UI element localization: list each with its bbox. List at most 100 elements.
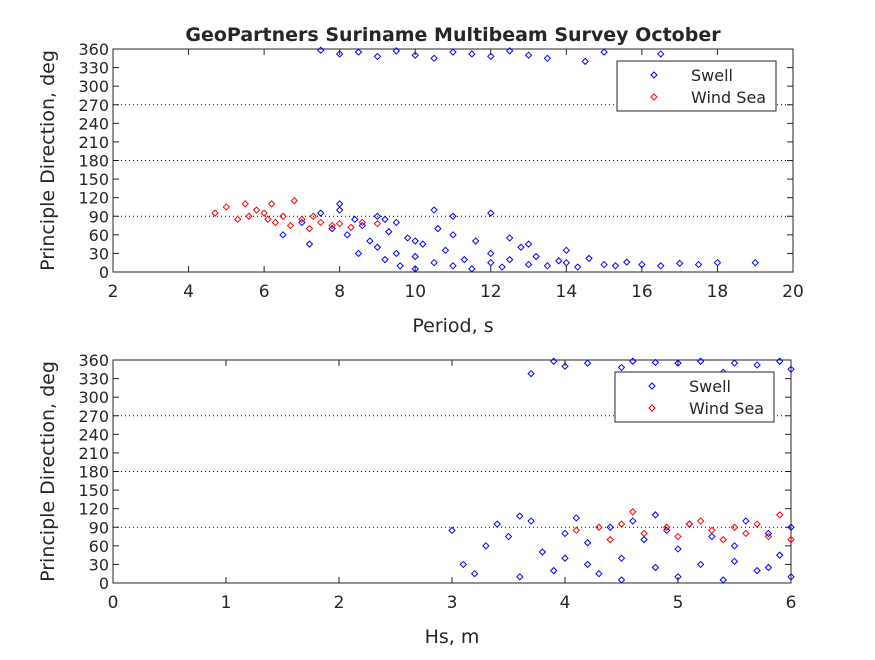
- swell-point: [524, 260, 533, 269]
- swell-point: [449, 48, 457, 56]
- swell-point: [524, 240, 533, 248]
- swell-point: [305, 240, 314, 248]
- legend-box: [614, 371, 775, 423]
- y-tick-label: 180: [78, 463, 109, 482]
- swell-point: [611, 262, 620, 270]
- x-tick-label: 4: [560, 593, 571, 613]
- wind-sea-point: [674, 532, 682, 541]
- wind-sea-point: [211, 209, 219, 217]
- swell-point: [411, 237, 419, 245]
- y-tick-label: 240: [78, 425, 109, 444]
- wind-sea-point: [572, 526, 581, 535]
- swell-point: [617, 576, 626, 584]
- x-tick-label: 8: [334, 282, 345, 302]
- swell-point: [696, 560, 705, 569]
- swell-point: [775, 357, 784, 365]
- swell-point: [524, 51, 533, 59]
- swell-point: [396, 262, 404, 270]
- swell-point: [366, 237, 374, 245]
- swell-point: [713, 259, 722, 267]
- swell-point: [753, 361, 761, 369]
- wind-sea-point: [373, 219, 382, 228]
- axes-2: 0 1 2 3 4 5 6030609012015018021024027030033036…: [37, 351, 796, 648]
- swell-point: [543, 262, 552, 270]
- swell-point: [730, 542, 739, 550]
- wind-sea-point: [719, 535, 727, 544]
- legend: Swell Wind Sea: [616, 60, 777, 112]
- wind-sea-point: [617, 520, 626, 528]
- swell-point: [527, 369, 535, 378]
- swell-point: [585, 254, 593, 263]
- swell-point: [694, 260, 703, 269]
- wind-sea-point: [309, 212, 317, 220]
- x-tick-label: 3: [447, 593, 458, 613]
- swell-point: [674, 545, 682, 553]
- x-tick-label: 6: [786, 593, 797, 613]
- swell-point: [328, 224, 336, 233]
- swell-point: [373, 52, 382, 61]
- swell-marker-icon: [650, 71, 658, 79]
- swell-point: [471, 237, 480, 245]
- swell-point: [751, 259, 759, 267]
- x-tick-label: 5: [673, 593, 684, 613]
- swell-point: [468, 50, 476, 58]
- swell-point: [487, 209, 495, 217]
- swell-point: [430, 206, 438, 214]
- swell-point: [504, 532, 513, 541]
- swell-point: [403, 234, 412, 242]
- wind-sea-point: [358, 218, 367, 227]
- swell-point: [373, 212, 382, 220]
- swell-point: [662, 526, 671, 535]
- y-tick-label: 150: [78, 481, 109, 500]
- y-tick-label: 360: [78, 351, 109, 370]
- swell-point: [764, 563, 773, 572]
- swell-point: [487, 249, 495, 258]
- swell-point: [730, 557, 739, 566]
- wind-sea-point: [271, 218, 280, 227]
- swell-point: [674, 573, 682, 581]
- y-tick-label: 300: [78, 388, 109, 407]
- swell-point: [651, 511, 660, 519]
- y-tick-label: 120: [78, 189, 109, 208]
- legend-entry: Swell: [691, 66, 733, 85]
- legend-box: [616, 60, 777, 112]
- swell-point: [638, 260, 646, 269]
- y-tick-label: 180: [78, 152, 109, 171]
- swell-point: [561, 529, 569, 538]
- wind-sea-point: [753, 520, 761, 528]
- swell-point: [385, 228, 393, 236]
- swell-point: [354, 48, 363, 56]
- swell-point: [708, 532, 716, 541]
- x-tick-label: 2: [334, 593, 345, 613]
- legend-entry: Wind Sea: [689, 399, 764, 418]
- swell-point: [419, 240, 427, 248]
- swell-point: [600, 48, 608, 56]
- wind-sea-point: [742, 529, 750, 538]
- swell-point: [516, 512, 524, 520]
- swell-point: [298, 218, 306, 227]
- y-tick-label: 150: [78, 170, 109, 189]
- swell-point: [562, 259, 571, 267]
- wind-sea-point: [241, 200, 249, 208]
- swell-point: [527, 517, 535, 525]
- wind-sea-point: [252, 206, 261, 214]
- swell-point: [505, 234, 514, 242]
- y-tick-label: 60: [89, 226, 109, 245]
- wind-sea-point: [279, 212, 287, 220]
- y-tick-label: 270: [78, 407, 109, 426]
- y-tick-label: 30: [89, 555, 109, 574]
- swell-point: [487, 52, 495, 61]
- swell-point: [651, 563, 660, 572]
- swell-point: [657, 50, 665, 58]
- wind-sea-point: [696, 517, 705, 525]
- swell-point: [617, 554, 626, 562]
- swell-point: [392, 47, 401, 55]
- swell-marker-icon: [648, 382, 656, 390]
- swell-point: [505, 255, 514, 264]
- y-axis-label: Principle Direction, deg: [37, 361, 59, 582]
- y-tick-label: 90: [89, 518, 109, 537]
- y-tick-label: 210: [78, 444, 109, 463]
- swell-point: [583, 560, 592, 569]
- wind-sea-point: [260, 209, 268, 217]
